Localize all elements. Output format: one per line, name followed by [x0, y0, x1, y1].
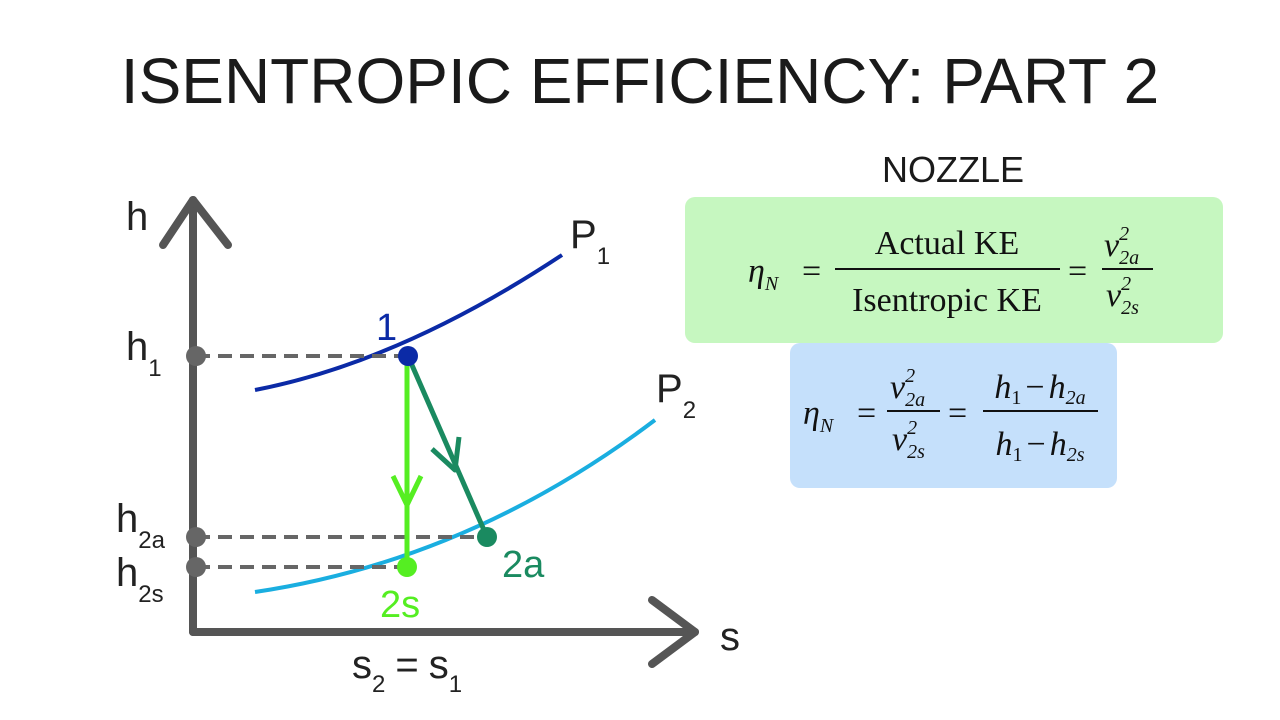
- state-1: [398, 346, 418, 366]
- x-axis-label: s: [720, 615, 740, 659]
- equals: =: [948, 395, 967, 432]
- v: v: [892, 421, 908, 458]
- h: h: [996, 426, 1013, 463]
- formula-box: [790, 343, 1117, 488]
- p1-curve: [254, 253, 564, 392]
- sup: 2: [1121, 273, 1131, 295]
- v: v: [1106, 277, 1122, 314]
- h-sub: 2a: [138, 527, 165, 554]
- axes: [159, 196, 699, 668]
- s-base: s: [352, 643, 372, 687]
- denominator: v2 2s: [892, 417, 925, 463]
- h-label: h1: [126, 325, 162, 382]
- denominator: h1− h2s: [996, 426, 1085, 466]
- eta-symbol: η: [803, 395, 820, 432]
- equals: =: [802, 253, 821, 290]
- h-label: h2s: [116, 551, 164, 608]
- eta-symbol: η: [748, 253, 765, 290]
- p-base: P: [570, 213, 597, 257]
- sup: 2: [905, 365, 915, 387]
- p2-curve: [254, 418, 657, 594]
- level-lines: [196, 354, 487, 569]
- minus: −: [1025, 369, 1044, 406]
- numerator: h1− h2a: [994, 369, 1085, 409]
- p2-label: P2: [656, 367, 696, 424]
- numerator: v2 2a: [890, 365, 925, 411]
- state-2s: [397, 557, 417, 577]
- h: h: [994, 369, 1011, 406]
- s-sub: 2: [372, 671, 385, 698]
- h: h: [1050, 426, 1067, 463]
- state-label: 2a: [502, 544, 545, 586]
- s-base: s: [429, 643, 449, 687]
- equals: =: [395, 643, 418, 687]
- equals: =: [1068, 253, 1087, 290]
- actual-process: [405, 354, 490, 539]
- equals: =: [857, 395, 876, 432]
- h-sub: 2s: [138, 581, 163, 608]
- sub: 2a: [905, 389, 925, 411]
- eta: ηN: [803, 395, 835, 437]
- sub: 2a: [1119, 247, 1139, 269]
- state-label: 1: [376, 307, 397, 349]
- h-base: h: [126, 325, 148, 369]
- denominator: v2 2s: [1106, 273, 1139, 319]
- sub: 1: [1013, 444, 1023, 466]
- sub: 2s: [1121, 297, 1139, 319]
- title: ISENTROPIC EFFICIENCY: PART 2: [121, 45, 1159, 117]
- minus: −: [1027, 426, 1046, 463]
- level-dots: [186, 346, 206, 577]
- h: h: [1049, 369, 1066, 406]
- h-base: h: [116, 497, 138, 541]
- sub: 2s: [1067, 444, 1085, 466]
- y-axis-label: h: [126, 195, 148, 239]
- state-label: 2s: [380, 584, 420, 626]
- p-sub: 2: [683, 397, 696, 424]
- h-base: h: [116, 551, 138, 595]
- sup: 2: [907, 417, 917, 439]
- p-sub: 1: [597, 243, 610, 270]
- denominator: Isentropic KE: [852, 282, 1042, 319]
- sub: 1: [1011, 387, 1021, 409]
- s-relation: s2 = s1: [352, 643, 462, 698]
- sup: 2: [1119, 223, 1129, 245]
- v: v: [890, 369, 906, 406]
- eta: ηN: [748, 253, 780, 295]
- numerator: Actual KE: [875, 225, 1019, 262]
- eta-sub: N: [764, 273, 780, 295]
- p-base: P: [656, 367, 683, 411]
- eta-sub: N: [819, 415, 835, 437]
- sub: 2a: [1066, 387, 1086, 409]
- s-sub: 1: [449, 671, 462, 698]
- isentropic-process: [390, 356, 424, 567]
- v: v: [1104, 227, 1120, 264]
- sub: 2s: [907, 441, 925, 463]
- state-2a: [477, 527, 497, 547]
- p1-label: P1: [570, 213, 610, 270]
- h-label: h2a: [116, 497, 166, 554]
- panel-heading: NOZZLE: [882, 149, 1024, 190]
- h-sub: 1: [148, 355, 161, 382]
- numerator: v2 2a: [1104, 223, 1139, 269]
